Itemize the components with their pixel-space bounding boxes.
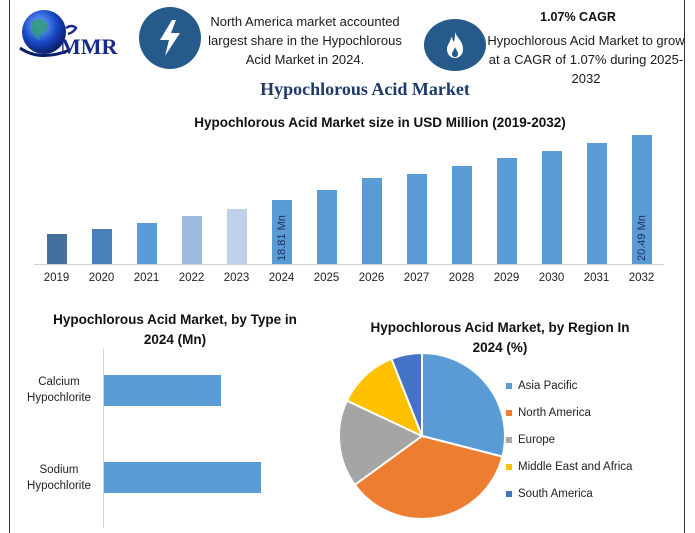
globe-logo-icon: MMR bbox=[19, 10, 119, 59]
bar-2029 bbox=[496, 158, 517, 265]
pie-slice-north-america bbox=[353, 434, 504, 520]
market-size-chart-title: Hypochlorous Acid Market size in USD Mil… bbox=[194, 115, 566, 130]
bar-2022 bbox=[181, 216, 202, 265]
x-tick-label: 2029 bbox=[493, 272, 520, 284]
x-tick-label: 2022 bbox=[178, 272, 205, 284]
highlight-north-america: North America market accounted largest s… bbox=[208, 14, 402, 67]
frame-left-border bbox=[9, 0, 10, 533]
market-size-bar-chart: 18.81 Mn 20.49 Mn bbox=[34, 125, 664, 265]
x-tick-label: 2025 bbox=[313, 272, 340, 284]
x-tick-label: 2021 bbox=[133, 272, 160, 284]
cagr-title: 1.07% CAGR bbox=[540, 10, 616, 24]
legend-swatch bbox=[506, 409, 512, 416]
bar-value-label: 20.49 Mn bbox=[635, 215, 648, 261]
x-tick-label: 2027 bbox=[403, 272, 430, 284]
legend-label: South America bbox=[518, 487, 593, 500]
svg-text:MMR: MMR bbox=[60, 34, 119, 59]
page-title: Hypochlorous Acid Market bbox=[260, 79, 470, 99]
x-axis-labels: 2019 2020 2021 2022 2023 2024 2025 2026 2027 2028… bbox=[34, 272, 664, 288]
type-label-sodium: Sodium Hypochlorite bbox=[27, 464, 91, 492]
x-tick-label: 2026 bbox=[358, 272, 385, 284]
bar-2019 bbox=[46, 234, 67, 265]
type-chart-axis bbox=[103, 348, 104, 528]
type-label-calcium: Calcium Hypochlorite bbox=[27, 376, 91, 404]
cagr-text: Hypochlorous Acid Market to grow at a CA… bbox=[487, 33, 685, 86]
bar-2021 bbox=[136, 223, 157, 265]
x-tick-label: 2030 bbox=[538, 272, 565, 284]
type-bar-sodium-hypochlorite bbox=[104, 462, 261, 493]
pie-slice-middle-east-and-africa bbox=[345, 357, 424, 438]
pie-slice-south-america bbox=[390, 352, 423, 437]
x-tick-label: 2031 bbox=[583, 272, 610, 284]
bar-2025 bbox=[316, 190, 337, 265]
legend-item: North America bbox=[506, 399, 632, 426]
legend-item: Asia Pacific bbox=[506, 372, 632, 399]
frame-right-border bbox=[684, 0, 685, 533]
legend-swatch bbox=[506, 463, 512, 470]
x-tick-label: 2032 bbox=[628, 272, 655, 284]
region-legend: Asia Pacific North America Europe Middle Ea… bbox=[506, 372, 632, 507]
lightning-bolt-icon bbox=[139, 7, 201, 69]
pie-slice-europe bbox=[338, 399, 424, 487]
type-bar-calcium-hypochlorite bbox=[104, 375, 221, 406]
bar-2020 bbox=[91, 229, 112, 265]
bar-2023 bbox=[226, 209, 247, 265]
bar-2027 bbox=[406, 174, 427, 265]
legend-swatch bbox=[506, 436, 512, 443]
type-chart-title: Hypochlorous Acid Market, by Type in 202… bbox=[53, 312, 297, 347]
bar-2032: 20.49 Mn bbox=[631, 135, 652, 265]
bar-2024: 18.81 Mn bbox=[271, 200, 292, 265]
legend-label: Asia Pacific bbox=[518, 379, 578, 392]
legend-label: Europe bbox=[518, 433, 556, 446]
x-tick-label: 2019 bbox=[43, 272, 70, 284]
flame-icon bbox=[424, 19, 486, 71]
x-tick-label: 2028 bbox=[448, 272, 475, 284]
legend-label: Middle East and Africa bbox=[518, 460, 633, 473]
legend-swatch bbox=[506, 490, 512, 497]
bar-2028 bbox=[451, 166, 472, 265]
mmr-logo: MMR bbox=[14, 8, 132, 62]
bar-2030 bbox=[541, 151, 562, 265]
legend-item: Europe bbox=[506, 426, 632, 453]
bar-value-label: 18.81 Mn bbox=[275, 215, 288, 261]
region-chart-title: Hypochlorous Acid Market, by Region In 2… bbox=[370, 320, 630, 355]
region-pie-chart bbox=[338, 352, 506, 520]
x-tick-label: 2024 bbox=[268, 272, 295, 284]
x-tick-label: 2020 bbox=[88, 272, 115, 284]
bar-2031 bbox=[586, 143, 607, 265]
x-tick-label: 2023 bbox=[223, 272, 250, 284]
x-axis-line bbox=[34, 264, 664, 265]
legend-swatch bbox=[506, 382, 512, 389]
legend-item: Middle East and Africa bbox=[506, 453, 632, 480]
pie-slice-asia-pacific bbox=[421, 352, 506, 458]
legend-label: North America bbox=[518, 406, 591, 419]
bar-2026 bbox=[361, 178, 382, 265]
legend-item: South America bbox=[506, 480, 632, 507]
